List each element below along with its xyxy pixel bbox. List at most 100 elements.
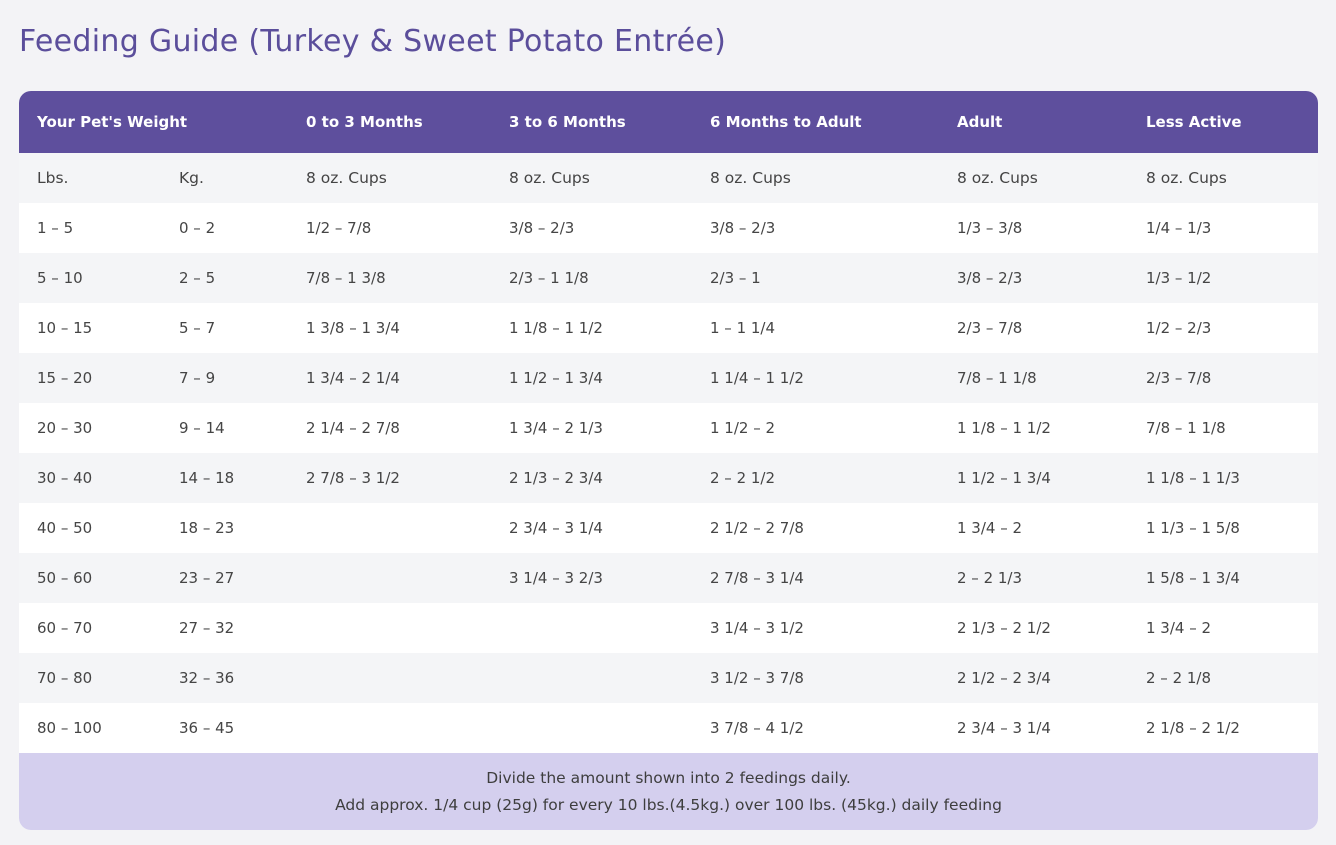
table-cell: 9 – 14 bbox=[161, 403, 288, 453]
table-cell: 1 3/8 – 1 3/4 bbox=[288, 303, 491, 353]
table-cell: 1 1/3 – 1 5/8 bbox=[1128, 503, 1318, 553]
table-cell bbox=[288, 653, 491, 703]
table-cell: 2/3 – 7/8 bbox=[939, 303, 1128, 353]
table-cell: 70 – 80 bbox=[19, 653, 161, 703]
table-cell: 36 – 45 bbox=[161, 703, 288, 753]
table-cell: 3 1/4 – 3 1/2 bbox=[692, 603, 939, 653]
table-cell: 1 1/4 – 1 1/2 bbox=[692, 353, 939, 403]
unit-header: 8 oz. Cups bbox=[491, 153, 692, 203]
data-row: 70 – 80 32 – 36 3 1/2 – 3 7/8 2 1/2 – 2 3/4… bbox=[19, 653, 1318, 703]
page-title: Feeding Guide (Turkey & Sweet Potato Ent… bbox=[19, 24, 727, 59]
table-cell: 2 3/4 – 3 1/4 bbox=[939, 703, 1128, 753]
table-cell: 1/2 – 7/8 bbox=[288, 203, 491, 253]
table-cell: 2 – 2 1/8 bbox=[1128, 653, 1318, 703]
table-cell: 10 – 15 bbox=[19, 303, 161, 353]
table-cell: 2 1/2 – 2 3/4 bbox=[939, 653, 1128, 703]
table-cell: 2 1/3 – 2 1/2 bbox=[939, 603, 1128, 653]
table-cell: 1 1/8 – 1 1/2 bbox=[491, 303, 692, 353]
data-row: 20 – 30 9 – 14 2 1/4 – 2 7/8 1 3/4 – 2 1/3 1… bbox=[19, 403, 1318, 453]
table-head: Your Pet's Weight 0 to 3 Months 3 to 6 Mon… bbox=[19, 91, 1318, 203]
table-cell: 2/3 – 1 1/8 bbox=[491, 253, 692, 303]
table-cell: 1 1/8 – 1 1/3 bbox=[1128, 453, 1318, 503]
column-header: 0 to 3 Months bbox=[288, 91, 491, 153]
unit-header: 8 oz. Cups bbox=[288, 153, 491, 203]
table-cell: 7/8 – 1 1/8 bbox=[939, 353, 1128, 403]
subheader-row: Lbs. Kg. 8 oz. Cups 8 oz. Cups 8 oz. Cups 8 o… bbox=[19, 153, 1318, 203]
table-cell: 7 – 9 bbox=[161, 353, 288, 403]
feeding-table-card: Your Pet's Weight 0 to 3 Months 3 to 6 Mon… bbox=[19, 91, 1318, 830]
table-cell: 18 – 23 bbox=[161, 503, 288, 553]
unit-header: Lbs. bbox=[19, 153, 161, 203]
table-cell: 2 – 5 bbox=[161, 253, 288, 303]
table-cell: 1/3 – 3/8 bbox=[939, 203, 1128, 253]
table-cell: 20 – 30 bbox=[19, 403, 161, 453]
table-cell: 3/8 – 2/3 bbox=[491, 203, 692, 253]
table-cell: 40 – 50 bbox=[19, 503, 161, 553]
unit-header: 8 oz. Cups bbox=[939, 153, 1128, 203]
table-cell: 1/2 – 2/3 bbox=[1128, 303, 1318, 353]
unit-header: Kg. bbox=[161, 153, 288, 203]
footer-note: Divide the amount shown into 2 feedings … bbox=[486, 768, 851, 787]
column-header: Your Pet's Weight bbox=[19, 91, 288, 153]
table-cell: 1 1/2 – 2 bbox=[692, 403, 939, 453]
data-row: 30 – 40 14 – 18 2 7/8 – 3 1/2 2 1/3 – 2 3/4… bbox=[19, 453, 1318, 503]
data-row: 50 – 60 23 – 27 3 1/4 – 3 2/3 2 7/8 – 3 1/4… bbox=[19, 553, 1318, 603]
table-cell: 1/3 – 1/2 bbox=[1128, 253, 1318, 303]
data-row: 80 – 100 36 – 45 3 7/8 – 4 1/2 2 3/4 – 3 1/… bbox=[19, 703, 1318, 753]
table-cell bbox=[491, 703, 692, 753]
data-row: 5 – 10 2 – 5 7/8 – 1 3/8 2/3 – 1 1/8 2/3 – 1… bbox=[19, 253, 1318, 303]
unit-header: 8 oz. Cups bbox=[692, 153, 939, 203]
table-cell: 2 – 2 1/3 bbox=[939, 553, 1128, 603]
header-row: Your Pet's Weight 0 to 3 Months 3 to 6 Mon… bbox=[19, 91, 1318, 153]
table-cell: 3 1/2 – 3 7/8 bbox=[692, 653, 939, 703]
table-cell: 2 7/8 – 3 1/2 bbox=[288, 453, 491, 503]
table-cell: 1 3/4 – 2 1/3 bbox=[491, 403, 692, 453]
table-cell: 1 1/2 – 1 3/4 bbox=[939, 453, 1128, 503]
table-cell bbox=[288, 603, 491, 653]
table-cell: 7/8 – 1 3/8 bbox=[288, 253, 491, 303]
table-cell: 32 – 36 bbox=[161, 653, 288, 703]
table-cell: 7/8 – 1 1/8 bbox=[1128, 403, 1318, 453]
column-header: Adult bbox=[939, 91, 1128, 153]
table-cell: 2 3/4 – 3 1/4 bbox=[491, 503, 692, 553]
data-row: 60 – 70 27 – 32 3 1/4 – 3 1/2 2 1/3 – 2 1/2… bbox=[19, 603, 1318, 653]
footer-note: Add approx. 1/4 cup (25g) for every 10 l… bbox=[335, 795, 1002, 814]
table-cell: 0 – 2 bbox=[161, 203, 288, 253]
table-cell: 2 7/8 – 3 1/4 bbox=[692, 553, 939, 603]
table-cell: 60 – 70 bbox=[19, 603, 161, 653]
unit-header: 8 oz. Cups bbox=[1128, 153, 1318, 203]
table-cell: 2/3 – 1 bbox=[692, 253, 939, 303]
table-cell: 3/8 – 2/3 bbox=[939, 253, 1128, 303]
table-cell: 50 – 60 bbox=[19, 553, 161, 603]
table-cell: 3/8 – 2/3 bbox=[692, 203, 939, 253]
table-cell: 1 – 5 bbox=[19, 203, 161, 253]
table-cell bbox=[288, 503, 491, 553]
table-cell: 14 – 18 bbox=[161, 453, 288, 503]
table-cell: 5 – 10 bbox=[19, 253, 161, 303]
column-header: 3 to 6 Months bbox=[491, 91, 692, 153]
table-cell: 30 – 40 bbox=[19, 453, 161, 503]
table-cell: 1 5/8 – 1 3/4 bbox=[1128, 553, 1318, 603]
table-footer: Divide the amount shown into 2 feedings … bbox=[19, 753, 1318, 830]
table-cell: 2 – 2 1/2 bbox=[692, 453, 939, 503]
table-cell: 23 – 27 bbox=[161, 553, 288, 603]
table-cell bbox=[288, 553, 491, 603]
table-cell bbox=[491, 653, 692, 703]
table-cell: 2 1/4 – 2 7/8 bbox=[288, 403, 491, 453]
table-cell: 2 1/3 – 2 3/4 bbox=[491, 453, 692, 503]
table-cell: 2 1/8 – 2 1/2 bbox=[1128, 703, 1318, 753]
table-cell: 1 – 1 1/4 bbox=[692, 303, 939, 353]
feeding-table: Your Pet's Weight 0 to 3 Months 3 to 6 Mon… bbox=[19, 91, 1318, 753]
column-header: 6 Months to Adult bbox=[692, 91, 939, 153]
table-cell: 1 3/4 – 2 bbox=[939, 503, 1128, 553]
table-cell bbox=[491, 603, 692, 653]
table-cell: 80 – 100 bbox=[19, 703, 161, 753]
table-cell: 1 1/8 – 1 1/2 bbox=[939, 403, 1128, 453]
table-cell bbox=[288, 703, 491, 753]
